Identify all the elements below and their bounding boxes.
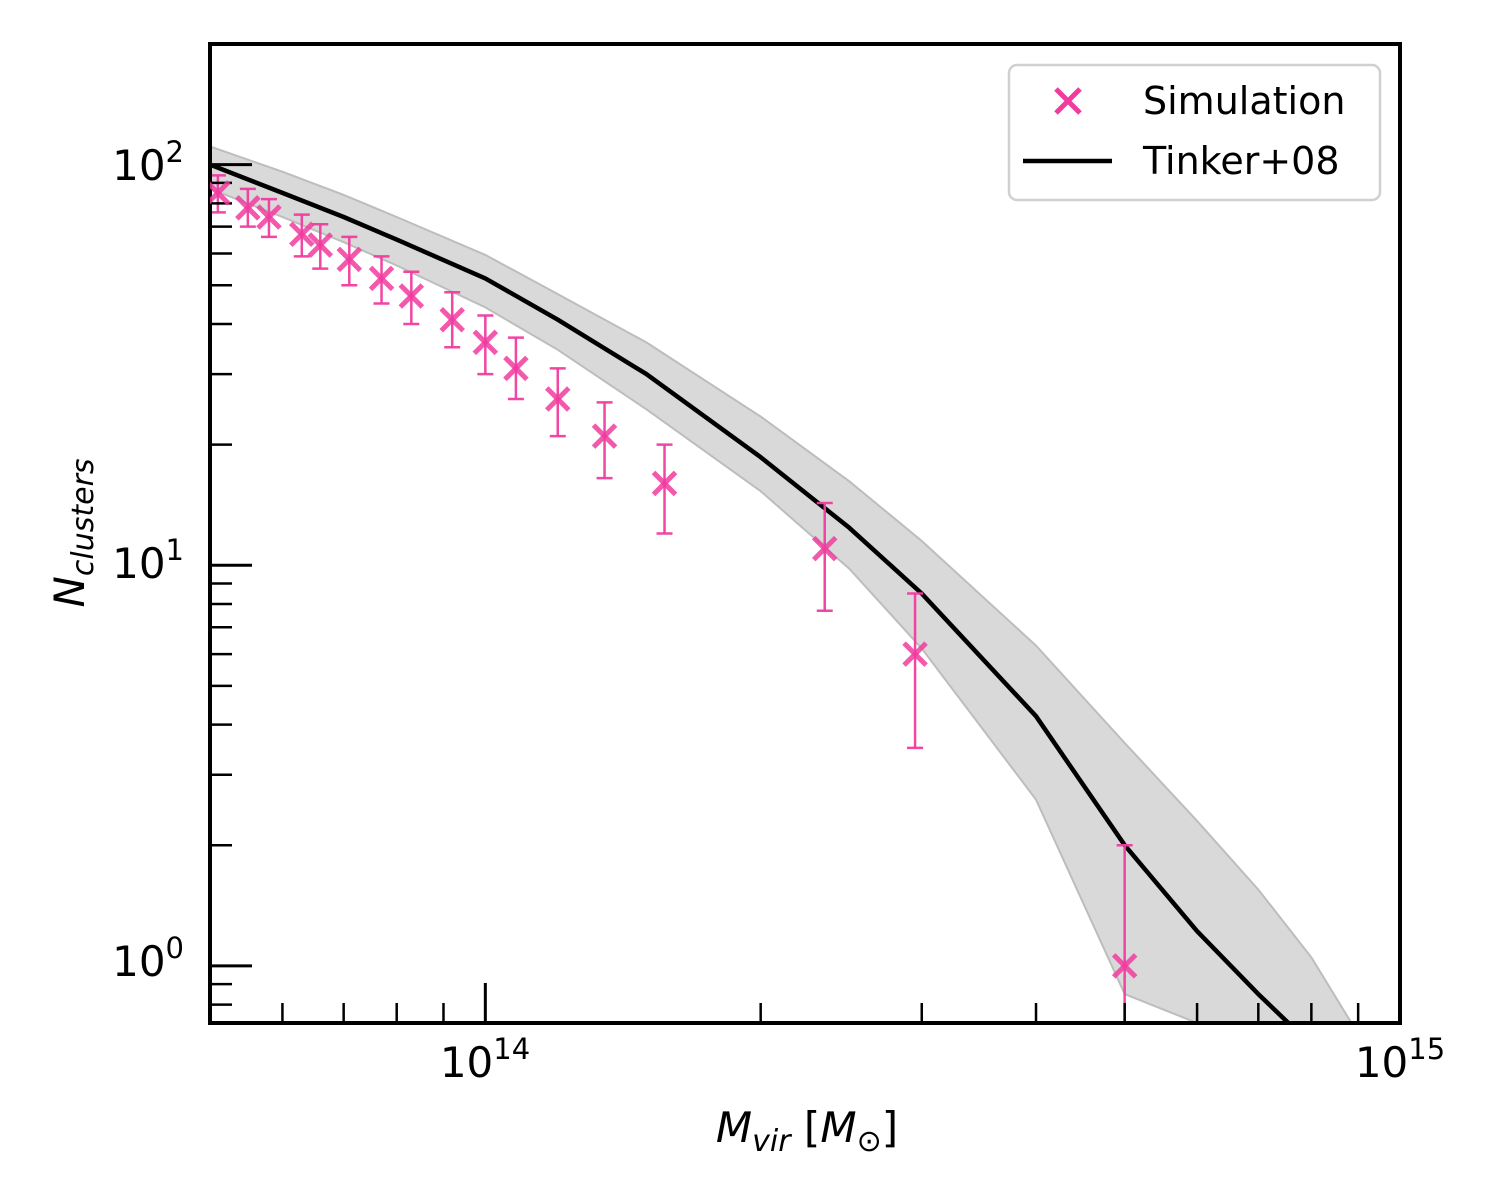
marker-layer xyxy=(210,180,1138,979)
simulation-point xyxy=(398,283,425,309)
simulation-point xyxy=(256,204,282,230)
x-label-bracket-close: ] xyxy=(882,1103,898,1152)
x-label-sub: vir xyxy=(752,1124,792,1159)
errorbar xyxy=(816,501,833,612)
x-label-bracket-open: [ xyxy=(791,1103,821,1152)
simulation-point xyxy=(289,221,315,248)
simulation-point xyxy=(235,195,261,221)
legend-label-tinker: Tinker+08 xyxy=(1142,139,1340,183)
x-tick-label-1e14: 1014 xyxy=(440,1032,530,1087)
simulation-point xyxy=(439,306,465,333)
errorbar xyxy=(656,443,673,535)
simulation-point xyxy=(472,329,499,356)
plot-frame xyxy=(208,42,1402,1025)
x-label-unit-sub: ⊙ xyxy=(857,1124,882,1159)
y-tick-label-1e1: 101 xyxy=(112,533,184,588)
simulation-point xyxy=(811,535,838,562)
legend: Simulation Tinker+08 xyxy=(1007,63,1382,202)
simulation-point xyxy=(368,265,395,292)
errorbar xyxy=(596,401,613,480)
x-label-unit: M xyxy=(820,1103,856,1152)
simulation-point xyxy=(651,470,678,497)
simulation-point xyxy=(902,641,928,667)
x-axis-label: Mvir [M⊙] xyxy=(716,1103,898,1159)
legend-x-marker xyxy=(1054,87,1082,115)
legend-label-simulation: Simulation xyxy=(1143,79,1345,123)
y-axis-label: Nclusters xyxy=(45,458,101,607)
y-tick-label-1e2: 102 xyxy=(112,135,184,190)
simulation-point xyxy=(336,246,363,273)
y-label-sub: clusters xyxy=(66,458,101,576)
simulation-point xyxy=(1111,953,1138,979)
y-label-main: N xyxy=(45,576,94,607)
simulation-point xyxy=(503,355,529,382)
line-layer xyxy=(210,162,1290,1023)
simulation-point xyxy=(544,386,571,412)
simulation-point xyxy=(210,180,231,206)
legend-box xyxy=(1007,63,1382,202)
simulation-point xyxy=(307,232,334,258)
x-tick-label-1e15: 1015 xyxy=(1355,1032,1445,1087)
x-label-main: M xyxy=(716,1103,752,1152)
tinker-line xyxy=(210,162,1290,1023)
simulation-point xyxy=(591,423,618,449)
y-tick-label-1e0: 100 xyxy=(112,931,184,986)
tinker-band xyxy=(210,145,1353,1023)
errorbar xyxy=(907,592,924,750)
band-layer xyxy=(210,145,1353,1023)
